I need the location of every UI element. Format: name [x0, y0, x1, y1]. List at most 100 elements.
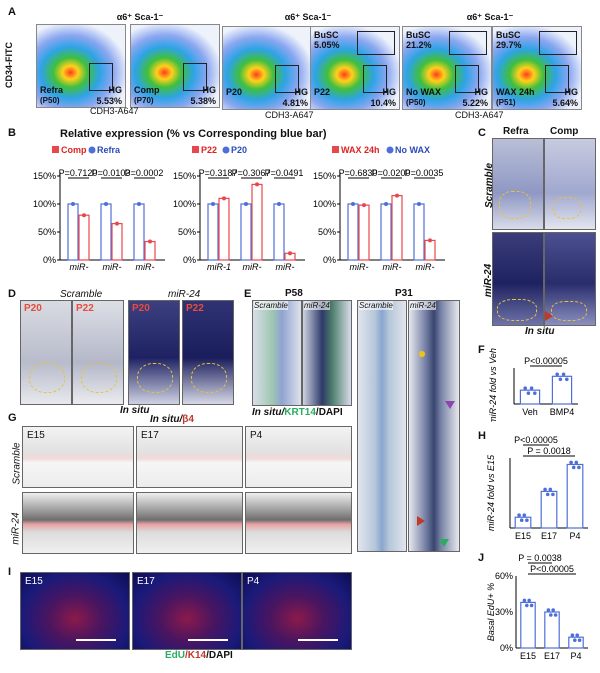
panel-g-image: E17: [136, 426, 243, 488]
bar-point: [244, 202, 248, 206]
data-point: [546, 608, 551, 612]
panel-i-stage-label: P4: [247, 576, 260, 587]
scale-bar: [298, 639, 338, 641]
bar: [519, 389, 541, 405]
y-tick-label: 0%: [183, 255, 196, 265]
scale-bar: [76, 639, 116, 641]
y-tick-label: 100%: [313, 199, 336, 209]
flow-plot-hg: HG: [294, 87, 309, 97]
busc-label: BuSC 21.2%: [406, 30, 432, 50]
panel-i-caption-c: /DAPI: [206, 650, 233, 661]
panel-i-stage-label: E15: [25, 576, 43, 587]
panel-c-col-comp: Comp: [550, 126, 579, 137]
y-tick-label: 150%: [33, 171, 56, 181]
busc-gate: [449, 31, 487, 55]
hg-gate: [275, 65, 299, 93]
panel-letter-a: A: [8, 6, 16, 18]
panel-d-stage-label: P22: [76, 303, 94, 314]
hg-gate: [545, 65, 569, 93]
y-tick-label: 100%: [33, 199, 56, 209]
y-tick-label: 150%: [313, 171, 336, 181]
flow-plot-name: P22: [314, 87, 331, 97]
category-label: miR-: [276, 262, 295, 272]
pvalue-label: P=0.6830: [339, 168, 378, 178]
data-point: [565, 377, 569, 382]
legend-swatch-blue: [88, 146, 96, 154]
panel-i-image-3: P4: [242, 572, 352, 650]
panel-d-stage-label: P22: [186, 303, 204, 314]
panel-b-title: Relative expression (% vs Corresponding …: [60, 128, 327, 140]
bar: [358, 204, 370, 261]
bar-point: [362, 203, 366, 208]
category-label: miR-: [243, 262, 262, 272]
flow-plot-pct: 5.53%: [96, 96, 122, 106]
y-tick-label: 150%: [173, 171, 196, 181]
legend-swatch-red: [52, 146, 59, 153]
bar: [566, 463, 584, 529]
bar-point: [222, 196, 226, 201]
panel-a-header-3: α6⁺ Sca-1⁻: [466, 12, 514, 22]
panel-e-sub-1: Scramble: [254, 301, 288, 310]
bar: [540, 490, 558, 529]
data-point: [523, 386, 527, 390]
panel-e-sub-4: miR-24: [410, 301, 436, 310]
bar: [347, 203, 359, 261]
data-point: [545, 492, 550, 497]
pvalue-label: P = 0.0018: [527, 446, 571, 456]
flow-plot-hg: HG: [202, 85, 217, 95]
category-label: E17: [544, 651, 560, 661]
panel-e-image-1: [252, 300, 302, 406]
data-point: [526, 391, 531, 395]
flow-plot-hg: HG: [382, 87, 397, 97]
data-point: [529, 386, 534, 390]
panel-i-caption-a: EdU: [165, 650, 185, 661]
busc-gate: [539, 31, 577, 55]
flow-plot-pct: 5.64%: [552, 98, 578, 108]
bar: [544, 611, 560, 649]
y-tick-label: 60%: [495, 571, 513, 581]
flow-plot-sub: (P51): [496, 98, 516, 107]
pvalue-label: P=0.7120: [59, 168, 98, 178]
data-point: [577, 638, 582, 642]
panel-g-image: P4: [245, 426, 352, 488]
panel-e-sub-3: Scramble: [359, 301, 393, 310]
panel-d-image-2: P22: [72, 300, 124, 405]
bar-point: [384, 202, 388, 206]
panel-g-image: [136, 492, 243, 554]
panel-c-caption: In situ: [525, 326, 555, 337]
panel-a-header-1: α6⁺ Sca-1⁻: [116, 12, 164, 22]
y-tick-label: 0%: [323, 255, 336, 265]
panel-g-title-a: In situ/: [150, 414, 183, 425]
bar: [78, 214, 90, 261]
data-point: [533, 391, 537, 395]
panel-i-caption: EdU/K14/DAPI: [165, 650, 233, 661]
data-point: [574, 460, 579, 465]
category-label: miR-: [70, 262, 89, 272]
panel-f-chart: miR-24 fold vs Veh Veh BMP4 P<0.00005: [488, 348, 578, 422]
bar-point: [288, 251, 292, 256]
scale-bar: [188, 639, 228, 641]
legend-label-blue: P20: [231, 145, 247, 155]
y-tick-label: 0%: [43, 255, 56, 265]
y-tick-label: 30%: [495, 607, 513, 617]
pvalue-label: P=0.0002: [125, 168, 164, 178]
data-point: [522, 513, 527, 518]
data-point: [543, 487, 547, 492]
flow-plot-name: No WAX: [406, 87, 441, 97]
panel-d-stage-label: P20: [24, 303, 42, 314]
panel-g-row-mir24: miR-24: [10, 512, 22, 545]
panel-e-image-3: [357, 300, 407, 552]
bar: [380, 203, 392, 261]
pvalue-label: P=0.0491: [265, 168, 304, 178]
category-label: E15: [515, 531, 531, 541]
panel-a-x-axis-label-3: CDH3-A647: [455, 110, 504, 120]
bar: [391, 194, 403, 261]
panel-letter-c: C: [478, 127, 486, 139]
hg-gate: [89, 63, 113, 91]
data-point: [561, 372, 566, 377]
panel-g-title: In situ/β4: [150, 414, 194, 425]
panel-g-image: [245, 492, 352, 554]
bar: [111, 222, 123, 261]
bar: [218, 197, 230, 261]
pvalue-label: P=0.3187: [199, 168, 238, 178]
